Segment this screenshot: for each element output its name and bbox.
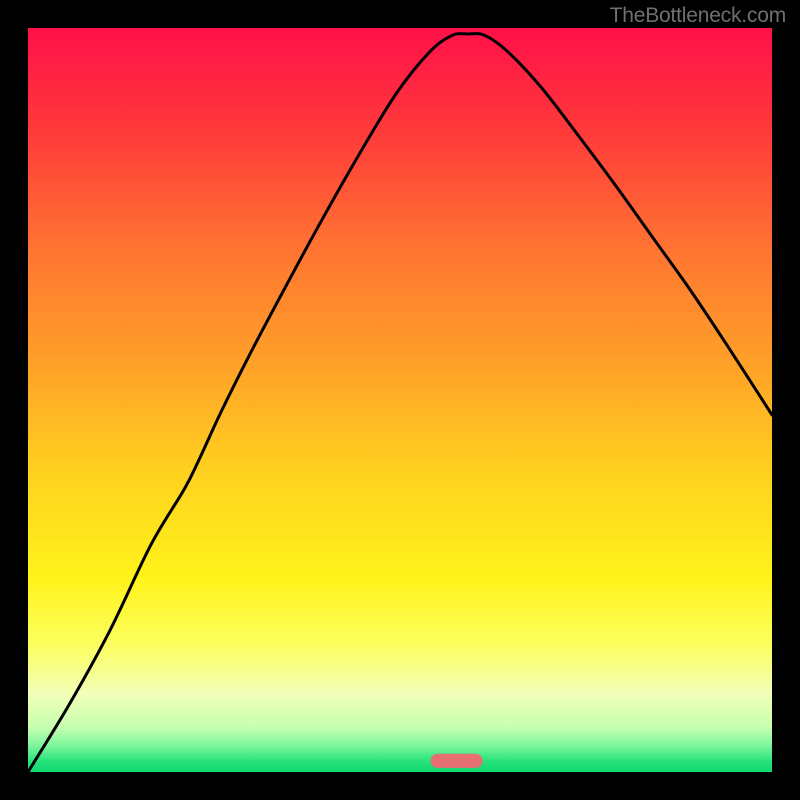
chart-border (772, 0, 800, 800)
chart-border (0, 0, 28, 800)
watermark-text: TheBottleneck.com (610, 4, 786, 28)
chart-svg (0, 0, 800, 800)
chart-frame: TheBottleneck.com (0, 0, 800, 800)
chart-border (0, 772, 800, 800)
optimal-marker (431, 754, 483, 768)
chart-background-gradient (28, 28, 772, 772)
